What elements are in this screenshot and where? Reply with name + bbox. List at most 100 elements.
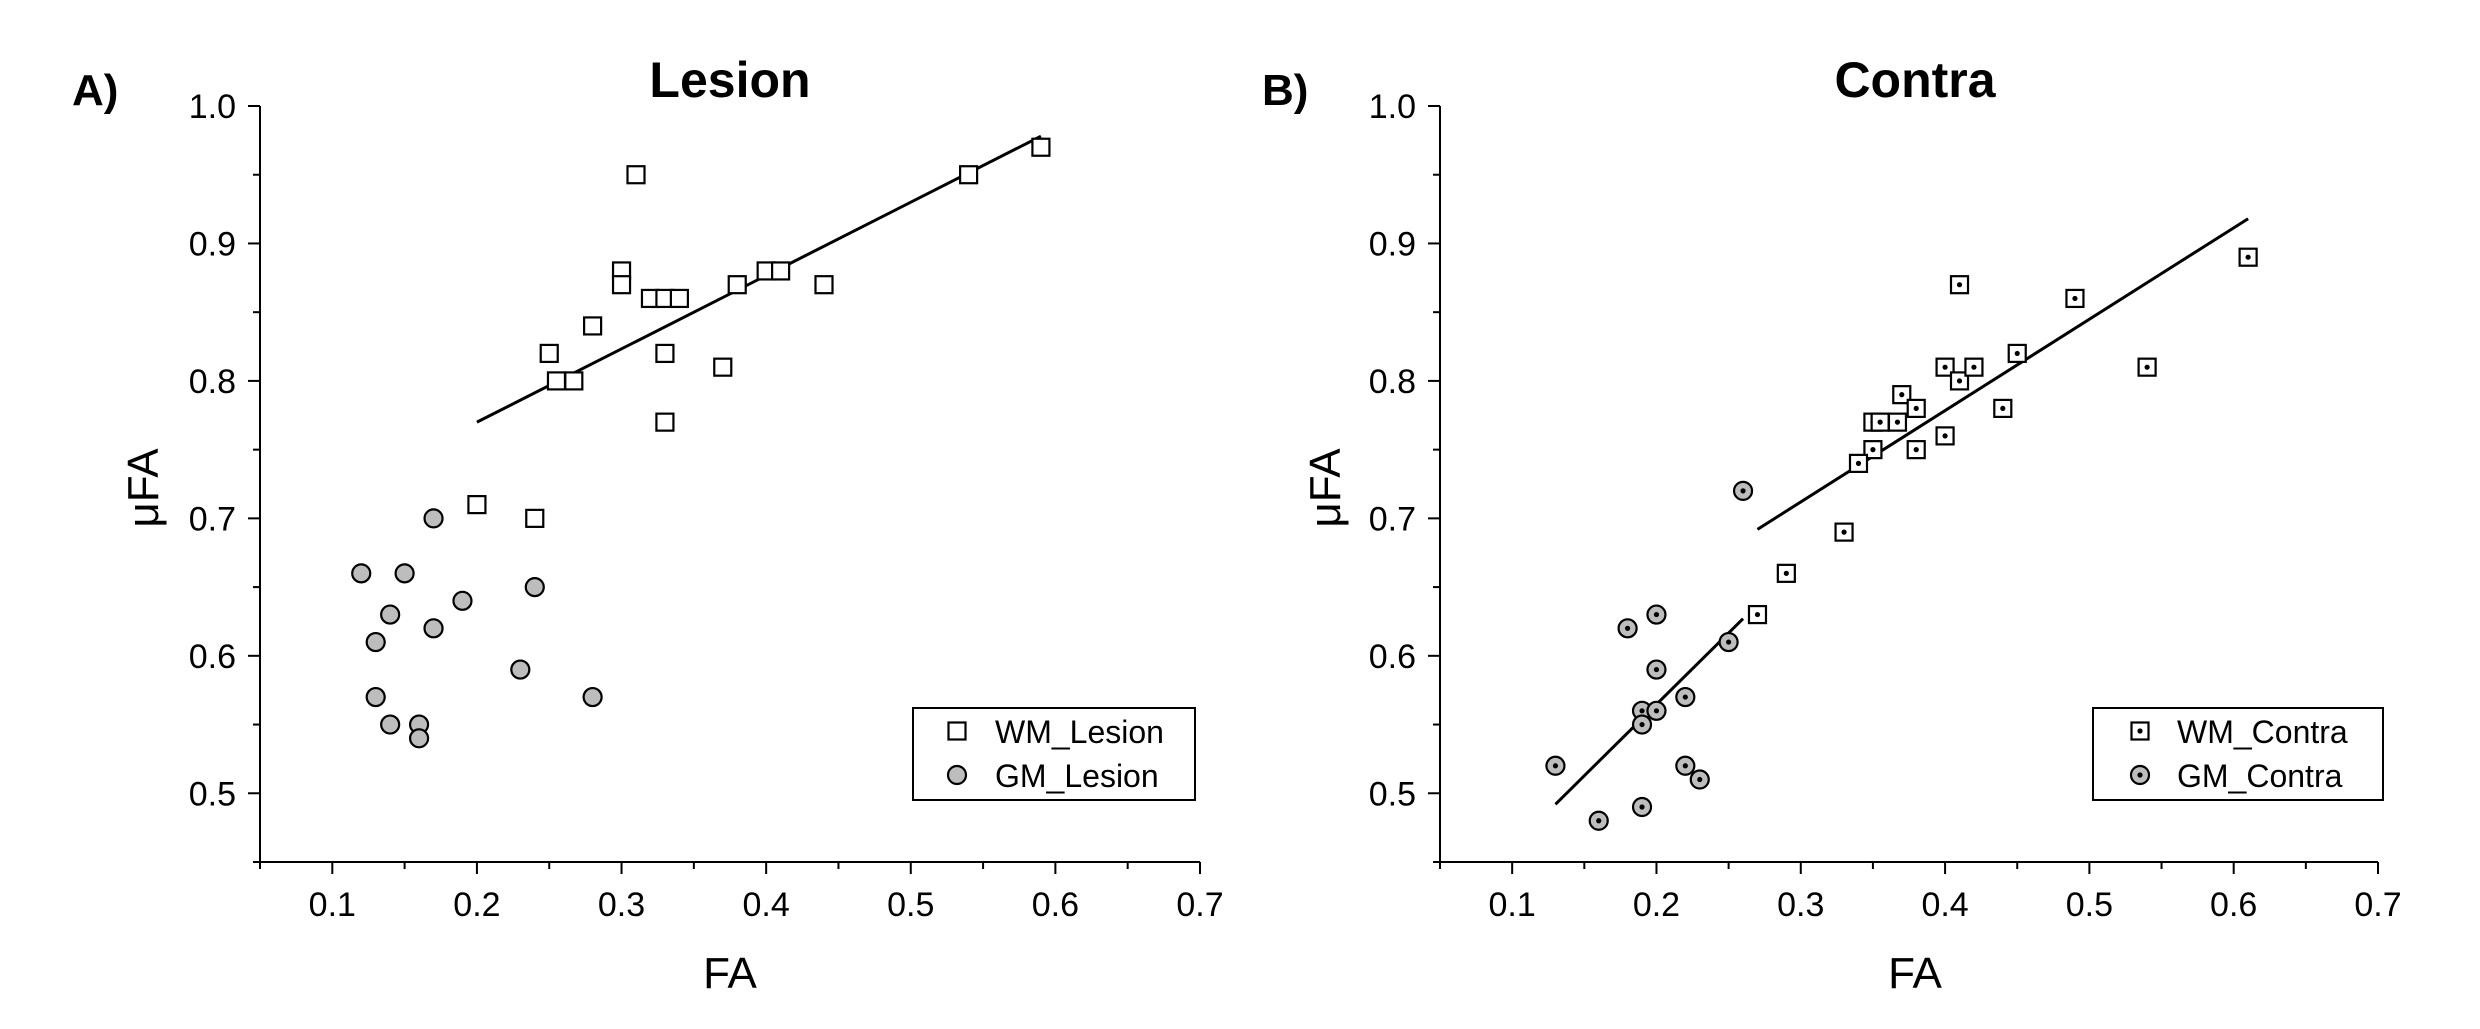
x-tick-label: 0.4 — [743, 886, 790, 924]
marker-dot — [1552, 763, 1559, 769]
legend-marker-square — [947, 721, 967, 741]
marker-dot — [1653, 611, 1660, 618]
marker-dot — [2014, 350, 2020, 357]
y-tick-label: 0.6 — [189, 638, 236, 676]
data-points — [1545, 247, 2258, 831]
marker-dot — [1682, 694, 1688, 700]
marker-circle — [423, 618, 444, 639]
marker-square — [727, 275, 747, 295]
chart-title: Lesion — [649, 52, 810, 108]
wm-point — [727, 275, 747, 295]
wm-point — [1906, 440, 1926, 460]
gm-point — [1631, 714, 1653, 735]
marker-dot — [1639, 708, 1645, 714]
marker-circle — [365, 686, 386, 708]
marker-dot — [2245, 254, 2251, 260]
panel-contra: B) Contra μFA FA 0.1 0.2 0.3 0.4 0.5 0.6 0.70.… — [1262, 52, 2402, 998]
wm-point — [2065, 288, 2085, 309]
marker-circle — [946, 764, 968, 786]
wm-point — [1776, 563, 1796, 583]
gm-point — [1646, 700, 1667, 721]
marker-dot — [1697, 776, 1703, 783]
axes — [1428, 105, 2379, 874]
legend-marker-circle — [946, 764, 968, 786]
wm-point — [1892, 385, 1912, 405]
marker-dot — [1754, 611, 1761, 618]
wm-point — [2238, 247, 2258, 267]
gm-point — [1631, 796, 1653, 818]
marker-square — [467, 495, 487, 515]
wm-point — [655, 412, 675, 432]
marker-dot — [1653, 666, 1660, 673]
wm-point — [1906, 398, 1926, 418]
legend-marker-wm — [2130, 721, 2150, 741]
marker-dot — [1942, 364, 1948, 370]
wm-point — [1949, 371, 1970, 391]
legend-marker-wm — [947, 721, 967, 741]
gm-point — [1646, 659, 1667, 680]
gm-point — [1689, 769, 1710, 790]
wm-point — [1964, 357, 1984, 377]
marker-square — [655, 343, 675, 364]
wm-point — [1848, 453, 1869, 473]
legend-marker-gm — [2129, 764, 2151, 786]
gm-point — [380, 604, 401, 625]
marker-dot — [1783, 570, 1789, 576]
marker-dot — [1942, 433, 1948, 439]
marker-circle — [524, 576, 545, 598]
y-tick-label: 0.8 — [1369, 363, 1416, 401]
gm-point — [1646, 604, 1667, 625]
y-tick-label: 0.6 — [1369, 638, 1416, 676]
wm-point — [771, 261, 791, 281]
marker-dot — [1899, 392, 1905, 398]
marker-square — [611, 275, 632, 295]
tick-labels: 0.1 0.2 0.3 0.4 0.5 0.6 0.7 0.5 0.6 0.7 0.8 0.9 1.0 — [189, 88, 1224, 924]
marker-square — [583, 316, 603, 336]
wm-point — [1993, 398, 2013, 418]
gm-point — [408, 728, 430, 749]
wm-point — [1870, 412, 1890, 432]
marker-dot — [1913, 447, 1919, 453]
gm-point — [582, 686, 603, 708]
marker-square — [655, 412, 675, 432]
gm-point — [365, 686, 386, 708]
gm-point — [380, 714, 401, 735]
wm-point — [525, 508, 545, 528]
wm-point — [959, 165, 979, 185]
tick-labels: 0.1 0.2 0.3 0.4 0.5 0.6 0.7 0.5 0.6 0.7 0.8 0.9 1.0 — [1369, 88, 2402, 924]
wm-point — [611, 275, 632, 295]
wm-point — [564, 371, 584, 391]
wm-point — [713, 357, 733, 377]
marker-circle — [380, 714, 401, 735]
marker-dot — [1653, 708, 1660, 714]
legend-label-gm: GM_Lesion — [995, 758, 1159, 794]
marker-circle — [510, 659, 531, 680]
legend: WM_Lesion GM_Lesion — [912, 707, 1196, 801]
wm-point — [626, 165, 646, 185]
y-tick-label: 1.0 — [189, 88, 236, 126]
axes — [248, 105, 1201, 874]
marker-square — [959, 165, 979, 185]
marker-square — [814, 275, 834, 295]
legend: WM_Contra GM_Contra — [2092, 707, 2384, 801]
wm-point — [2007, 343, 2027, 364]
y-tick-label: 0.7 — [1369, 500, 1416, 538]
marker-circle — [351, 563, 372, 584]
wm-point — [2137, 357, 2157, 377]
legend-label-gm: GM_Contra — [2177, 758, 2343, 794]
gm-point — [394, 563, 415, 584]
marker-dot — [2000, 405, 2006, 411]
marker-dot — [2144, 364, 2150, 370]
x-tick-label: 0.3 — [1777, 886, 1824, 924]
marker-square — [1031, 137, 1051, 157]
gm-point — [1617, 618, 1638, 639]
gm-point — [423, 618, 444, 639]
wm-point — [1031, 137, 1051, 157]
marker-dot — [1913, 405, 1919, 411]
wm-point — [546, 371, 567, 391]
x-tick-label: 0.2 — [1633, 886, 1680, 924]
x-tick-label: 0.1 — [1489, 886, 1536, 924]
marker-circle — [452, 590, 473, 611]
wm-point — [669, 288, 689, 309]
legend-marker-circle — [2129, 764, 2151, 786]
